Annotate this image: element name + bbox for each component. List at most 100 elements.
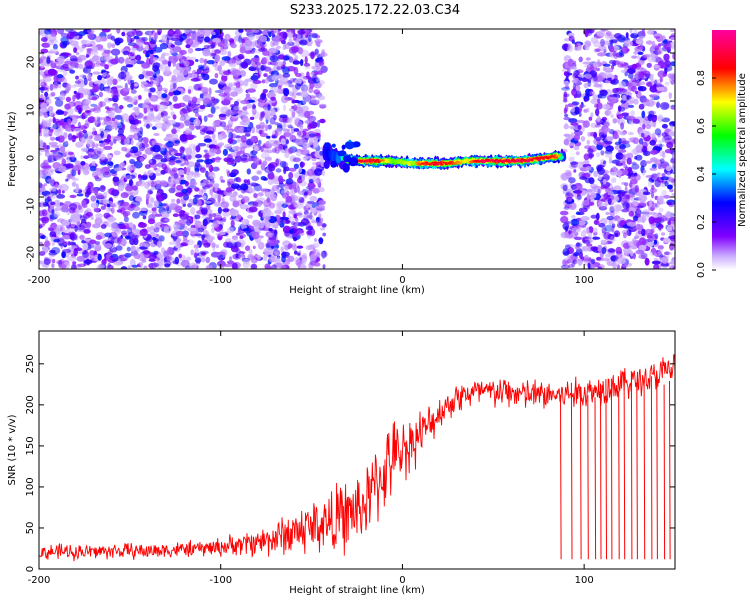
- noise-blob: [268, 83, 278, 88]
- noise-blob: [260, 65, 265, 72]
- noise-blob: [129, 237, 136, 246]
- noise-blob: [200, 239, 208, 246]
- noise-blob: [47, 178, 53, 183]
- noise-blob: [610, 39, 618, 44]
- noise-blob: [154, 180, 163, 186]
- noise-blob: [186, 173, 192, 181]
- noise-blob: [151, 126, 157, 130]
- noise-blob: [226, 161, 235, 166]
- noise-blob: [184, 180, 189, 188]
- noise-blob: [315, 133, 322, 138]
- noise-blob: [115, 135, 125, 139]
- noise-blob: [192, 108, 199, 114]
- noise-blob: [143, 83, 154, 88]
- noise-blob: [267, 104, 271, 111]
- noise-blob: [76, 193, 84, 197]
- noise-blob: [245, 29, 255, 34]
- noise-blob: [73, 90, 77, 95]
- noise-blob: [594, 124, 602, 128]
- noise-blob: [235, 81, 241, 89]
- noise-blob: [282, 66, 290, 75]
- noise-blob: [172, 95, 178, 102]
- noise-blob: [651, 260, 661, 265]
- noise-blob: [603, 71, 613, 79]
- noise-blob: [219, 49, 228, 56]
- noise-blob: [312, 136, 319, 142]
- noise-blob: [222, 43, 230, 47]
- noise-blob: [137, 29, 141, 32]
- noise-blob: [583, 64, 592, 68]
- noise-blob: [248, 206, 258, 213]
- noise-blob: [163, 218, 170, 222]
- noise-blob: [316, 40, 321, 48]
- noise-blob: [92, 71, 101, 75]
- noise-blob: [664, 251, 671, 255]
- noise-blob: [646, 235, 653, 239]
- noise-blob: [601, 227, 607, 234]
- noise-blob: [302, 128, 309, 132]
- noise-blob: [659, 77, 663, 83]
- noise-blob: [271, 47, 279, 53]
- noise-blob: [125, 57, 130, 66]
- noise-blob: [60, 32, 68, 38]
- noise-blob: [262, 29, 270, 37]
- noise-blob: [146, 114, 153, 123]
- noise-blob: [100, 205, 106, 210]
- noise-blob: [264, 168, 269, 173]
- noise-blob: [314, 238, 318, 242]
- noise-blob: [92, 107, 102, 114]
- noise-blob: [603, 232, 612, 240]
- noise-blob: [305, 213, 313, 220]
- noise-blob: [266, 135, 271, 139]
- noise-blob: [282, 225, 291, 234]
- noise-blob: [157, 31, 161, 36]
- noise-blob: [263, 254, 268, 262]
- noise-blob: [205, 256, 211, 264]
- noise-blob: [295, 72, 302, 78]
- noise-blob: [239, 142, 245, 147]
- noise-blob: [647, 29, 654, 35]
- noise-blob: [646, 81, 653, 87]
- noise-blob: [661, 132, 668, 138]
- noise-blob: [568, 202, 577, 211]
- noise-blob: [176, 184, 184, 191]
- noise-blob: [651, 93, 661, 97]
- noise-blob: [133, 235, 139, 239]
- noise-blob: [94, 177, 102, 182]
- noise-blob: [288, 56, 294, 63]
- noise-blob: [46, 56, 51, 65]
- noise-blob: [648, 216, 656, 225]
- noise-blob: [651, 203, 660, 209]
- noise-blob: [90, 202, 99, 209]
- noise-blob: [228, 62, 237, 68]
- noise-blob: [49, 48, 59, 54]
- noise-blob: [64, 103, 71, 110]
- noise-blob: [625, 32, 629, 39]
- noise-blob: [312, 242, 320, 249]
- noise-blob: [612, 166, 617, 172]
- noise-blob: [130, 154, 140, 158]
- noise-blob: [577, 226, 581, 233]
- noise-blob: [184, 29, 190, 35]
- noise-blob: [214, 90, 224, 93]
- noise-blob: [161, 163, 167, 170]
- noise-blob: [221, 197, 225, 205]
- noise-blob: [87, 31, 95, 40]
- noise-blob: [621, 169, 629, 176]
- noise-blob: [160, 181, 169, 187]
- noise-blob: [663, 194, 671, 199]
- noise-blob: [620, 154, 626, 159]
- noise-blob: [590, 246, 599, 252]
- noise-blob: [563, 97, 568, 103]
- noise-blob: [563, 80, 570, 86]
- noise-blob: [148, 169, 154, 176]
- noise-blob: [112, 176, 120, 183]
- noise-blob: [297, 29, 306, 35]
- noise-blob: [218, 92, 228, 97]
- noise-blob: [660, 102, 670, 110]
- noise-blob: [319, 118, 326, 124]
- noise-blob: [301, 188, 309, 196]
- noise-blob: [274, 251, 279, 256]
- noise-blob: [49, 128, 54, 133]
- noise-blob: [157, 261, 166, 266]
